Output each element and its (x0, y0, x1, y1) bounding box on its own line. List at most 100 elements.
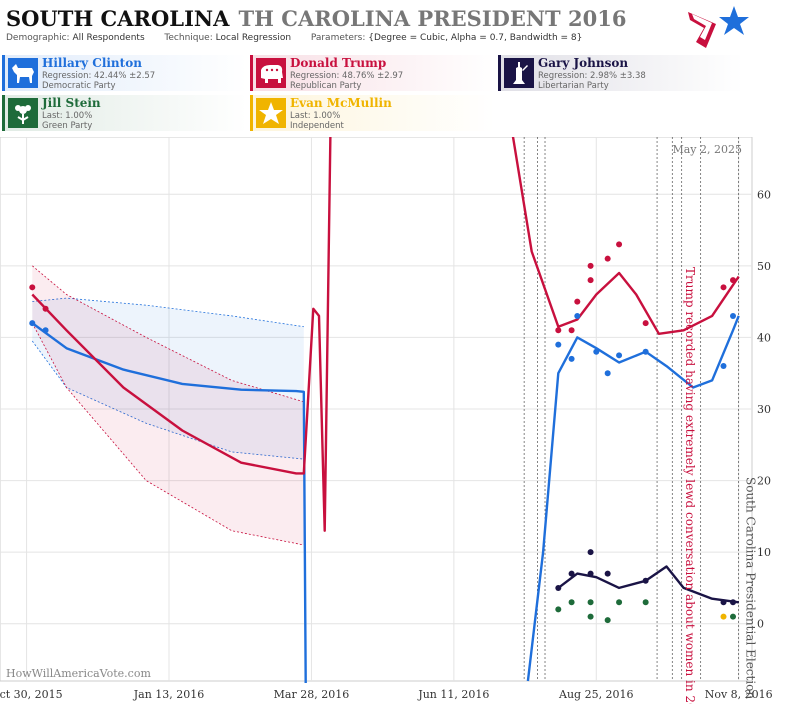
poll-point (730, 312, 737, 319)
legend-card-trump[interactable]: Donald Trump Regression: 48.76% ±2.97 Re… (250, 55, 495, 91)
legend-name: Evan McMullin (290, 96, 392, 110)
poll-point (604, 570, 611, 577)
legend-name: Donald Trump (290, 56, 387, 70)
legend-last: Last: 1.00% (290, 111, 341, 121)
x-tick-label: Nov 8, 2016 (705, 688, 773, 701)
demographic-value: All Respondents (72, 33, 145, 43)
poll-point (587, 262, 594, 269)
x-tick-label: Aug 25, 2016 (558, 688, 634, 701)
y-tick-label: 60 (757, 188, 771, 201)
poll-point (730, 277, 737, 284)
parameters-row: Demographic: All Respondents Technique: … (6, 33, 582, 43)
x-tick-label: Mar 28, 2016 (274, 688, 350, 701)
elephant-icon (256, 58, 286, 88)
demographic-label: Demographic: (6, 33, 70, 43)
legend-regression: Regression: 2.98% ±3.38 (538, 71, 646, 81)
poll-chart: 0 10 20 30 40 50 60 Oct 30, 2015 Jan 13, 2016 Ma… (0, 137, 773, 704)
chart-subtitle: TH CAROLINA PRESIDENT 2016 (238, 6, 627, 31)
poll-point (604, 370, 611, 377)
confidence-bands (31, 265, 304, 546)
y-tick-label: 0 (757, 618, 764, 631)
band-lower-line (31, 322, 304, 546)
annotation-election: South Carolina Presidential Election (744, 477, 758, 699)
poll-point (555, 327, 562, 334)
parameters-value: {Degree = Cubic, Alpha = 0.7, Bandwidth … (368, 33, 583, 43)
y-tick-label: 40 (757, 331, 771, 344)
poll-point (42, 305, 49, 312)
legend-card-mcmullin[interactable]: Evan McMullin Last: 1.00% Independent (250, 95, 495, 131)
band-upper-line (32, 265, 304, 403)
y-tick-label: 10 (757, 546, 771, 559)
poll-point (568, 327, 575, 334)
poll-point (730, 613, 737, 620)
poll-point (587, 599, 594, 606)
legend-card-stein[interactable]: Jill Stein Last: 1.00% Green Party (2, 95, 247, 131)
grid-lines (0, 137, 752, 681)
poll-point (642, 320, 649, 327)
poll-point (555, 341, 562, 348)
y-tick-label: 50 (757, 260, 771, 273)
legend-name: Jill Stein (42, 96, 101, 110)
y-tick-label: 20 (757, 475, 771, 488)
legend-last: Last: 1.00% (42, 111, 93, 121)
poll-point (616, 599, 623, 606)
technique-label: Technique: (164, 33, 213, 43)
band-lower-line (31, 340, 304, 460)
trend-line (31, 322, 307, 684)
trend-line (31, 137, 332, 532)
poll-point (587, 613, 594, 620)
legend-party: Independent (290, 121, 344, 131)
chart-title: SOUTH CAROLINA (6, 6, 230, 31)
poll-point (720, 599, 727, 606)
poll-point (593, 348, 600, 355)
x-tick-label: Jun 11, 2016 (417, 688, 489, 701)
flower-icon (8, 98, 38, 128)
legend-party: Democratic Party (42, 81, 116, 91)
x-tick-label: Jan 13, 2016 (133, 688, 205, 701)
poll-point (555, 584, 562, 591)
trend-line (511, 137, 740, 335)
flag-logo-icon (688, 6, 749, 48)
legend-party: Libertarian Party (538, 81, 609, 91)
chart-title-row: SOUTH CAROLINA TH CAROLINA PRESIDENT 201… (6, 6, 626, 32)
trend-line (526, 315, 740, 682)
band-upper-line (32, 297, 304, 328)
poll-point (587, 570, 594, 577)
poll-point (29, 320, 36, 327)
poll-point (730, 599, 737, 606)
legend-party: Green Party (42, 121, 93, 131)
legend-party: Republican Party (290, 81, 362, 91)
legend-regression: Regression: 48.76% ±2.97 (290, 71, 404, 81)
confidence-band (32, 298, 304, 460)
poll-point (568, 570, 575, 577)
legend-name: Gary Johnson (538, 56, 629, 70)
legend-card-johnson[interactable]: Gary Johnson Regression: 2.98% ±3.38 Lib… (498, 55, 743, 91)
technique-value: Local Regression (215, 33, 292, 43)
poll-point (587, 277, 594, 284)
poll-point (642, 599, 649, 606)
poll-point (587, 549, 594, 556)
y-axis: 0 10 20 30 40 50 60 (757, 188, 771, 630)
poll-point (720, 613, 727, 620)
poll-point (642, 577, 649, 584)
legend-regression: Regression: 42.44% ±2.57 (42, 71, 156, 81)
poll-point (568, 599, 575, 606)
legend-name: Hillary Clinton (42, 56, 142, 70)
poll-points (29, 241, 737, 624)
confidence-band (32, 265, 304, 545)
x-tick-label: Oct 30, 2015 (0, 688, 63, 701)
poll-point (42, 327, 49, 334)
event-lines (523, 137, 740, 681)
poll-point (555, 606, 562, 613)
poll-point (574, 298, 581, 305)
poll-point (568, 355, 575, 362)
poll-point (642, 348, 649, 355)
parameters-label: Parameters: (310, 33, 366, 43)
legend-card-clinton[interactable]: Hillary Clinton Regression: 42.44% ±2.57… (2, 55, 247, 91)
star-icon (256, 98, 286, 128)
date-stamp: May 2, 2025 (672, 143, 742, 156)
trend-lines (31, 137, 740, 684)
y-tick-label: 30 (757, 403, 771, 416)
donkey-icon (8, 58, 38, 88)
poll-point (574, 312, 581, 319)
